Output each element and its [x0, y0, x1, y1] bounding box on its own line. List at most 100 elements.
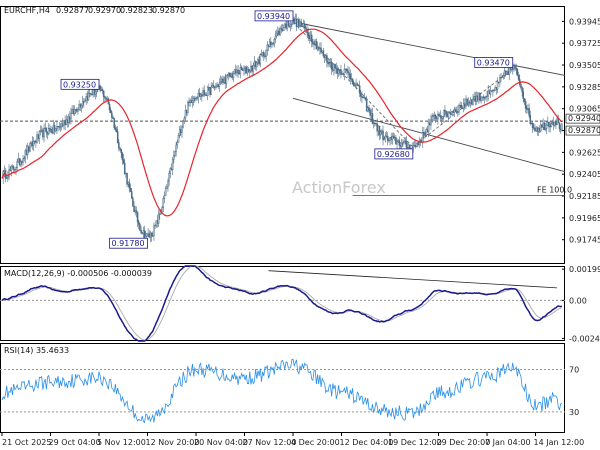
candle-body: [154, 225, 156, 227]
candle-body: [265, 49, 267, 57]
candle-body: [270, 41, 272, 45]
candle-body: [129, 188, 132, 192]
candle-body: [306, 28, 308, 33]
candle-body: [291, 22, 293, 25]
candle-body: [406, 147, 409, 149]
candle-body: [64, 120, 66, 125]
price-tick-label: 0.93725: [569, 39, 600, 48]
candle-body: [176, 142, 179, 146]
candle-body: [398, 140, 401, 146]
candle-body: [222, 78, 224, 83]
ohlc-high: 0.92970: [88, 6, 121, 15]
candle-body: [118, 142, 120, 149]
candle-body: [100, 89, 103, 91]
candle-body: [547, 122, 549, 126]
rsi-tick-label: 70: [569, 365, 579, 374]
candle-body: [543, 122, 546, 131]
candle-body: [446, 113, 449, 117]
price-annotations: 0.93940 0.93250 0.91780 0.93470 0.92680: [60, 10, 514, 249]
candle-body: [358, 85, 361, 94]
candle-body: [88, 92, 91, 94]
price-tags: 0.92940 0.92870: [565, 113, 600, 136]
rsi-lines: [1, 358, 563, 424]
candle-body: [10, 166, 13, 171]
candle-body: [203, 90, 205, 96]
candle-body: [142, 230, 145, 234]
candle-body: [429, 122, 431, 126]
candle-body: [240, 66, 243, 71]
candle-body: [224, 77, 226, 84]
price-tag-box: [565, 113, 600, 124]
candle-body: [231, 73, 233, 78]
candle-body: [379, 131, 382, 136]
candle-body: [386, 135, 389, 141]
candle-body: [558, 122, 561, 130]
candle-body: [496, 81, 499, 90]
candle-body: [343, 68, 346, 75]
candle-body: [335, 67, 338, 69]
candle-body: [397, 140, 399, 143]
candle-body: [156, 220, 159, 224]
candle-body: [245, 66, 248, 74]
candle-body: [516, 68, 519, 76]
candle-body: [326, 55, 328, 63]
candle-body: [58, 126, 61, 128]
candle-body: [315, 41, 318, 50]
candle-body: [173, 155, 175, 160]
candle-body: [399, 145, 402, 147]
candle-body: [139, 224, 141, 231]
candle-body: [534, 128, 536, 132]
candle-body: [271, 43, 273, 45]
candle-body: [112, 117, 114, 119]
candle-body: [376, 123, 378, 132]
candle-body: [422, 132, 424, 143]
candle-body: [444, 109, 446, 112]
candle-body: [183, 117, 186, 122]
candle-body: [354, 85, 356, 87]
candle-body: [451, 111, 453, 115]
price-channel: [292, 21, 566, 173]
candle-body: [78, 104, 80, 110]
rsi-panel: RSI(14) 35.4633 70 30: [0, 343, 579, 433]
candle-body: [23, 157, 25, 160]
macd-tick-label: -0.002434: [569, 334, 600, 343]
candle-body: [85, 96, 87, 102]
candle-body: [437, 113, 439, 120]
candle-body: [50, 129, 52, 133]
candle-body: [383, 138, 385, 141]
macd-panel: MACD(12,26,9) -0.000506 -0.000039 0.0019…: [0, 265, 600, 343]
candle-body: [84, 100, 86, 103]
candle-body: [322, 50, 325, 57]
candle-body: [508, 66, 510, 75]
candle-body: [295, 18, 298, 28]
candle-body: [62, 123, 64, 126]
candle-body: [178, 129, 181, 136]
candle-body: [430, 119, 432, 126]
candle-body: [137, 221, 140, 225]
annotation-box: [60, 78, 100, 90]
candle-body: [73, 109, 76, 114]
candle-body: [26, 146, 29, 155]
candle-body: [554, 121, 556, 126]
candle-body: [440, 116, 443, 119]
x-tick-label: 4 Dec 20:00: [291, 438, 340, 447]
candle-body: [30, 141, 32, 144]
candle-body: [109, 109, 112, 114]
candle-body: [101, 89, 104, 92]
candle-body: [67, 116, 70, 124]
candle-body: [233, 69, 236, 74]
candle-body: [227, 72, 230, 76]
candle-body: [494, 87, 496, 91]
candle-body: [198, 92, 201, 97]
candle-body: [275, 32, 278, 37]
candle-body: [236, 69, 238, 74]
candle-body: [529, 115, 532, 124]
candle-body: [264, 55, 266, 58]
moving-average: [1, 28, 563, 217]
candle-body: [199, 94, 202, 97]
candle-body: [436, 118, 438, 120]
candle-body: [390, 137, 392, 140]
candle-body: [504, 70, 507, 75]
candle-body: [83, 101, 85, 103]
